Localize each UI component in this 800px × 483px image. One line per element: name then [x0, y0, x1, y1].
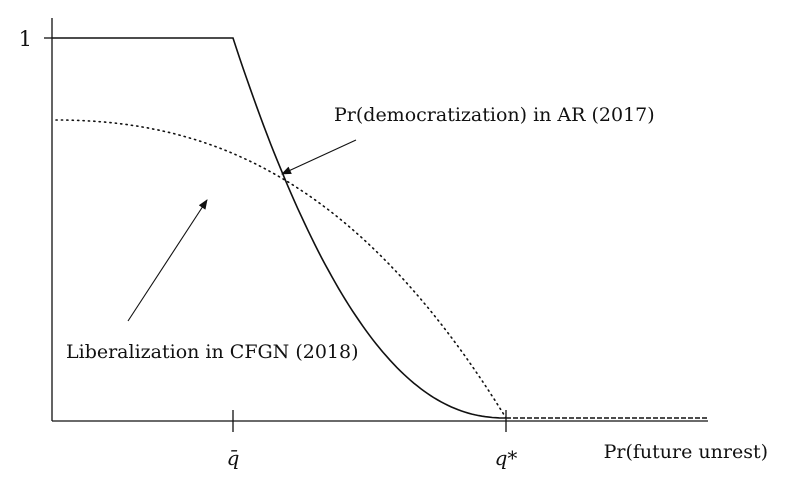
x-tick-label-qbar: q̄ [227, 446, 240, 470]
x-tick-label-qstar: q* [495, 446, 518, 470]
y-tick-label-1: 1 [19, 27, 32, 51]
annotation-democratization: Pr(democratization) in AR (2017) [334, 104, 655, 126]
annotation-arrow-democratization [281, 139, 357, 175]
x-axis-label: Pr(future unrest) [604, 441, 768, 463]
series-liberalization-cfgn-2018 [55, 119, 507, 419]
annotation-liberalization: Liberalization in CFGN (2018) [66, 341, 359, 363]
annotation-arrow-liberalization [127, 199, 208, 322]
series-democratization-ar-2017 [52, 37, 506, 419]
